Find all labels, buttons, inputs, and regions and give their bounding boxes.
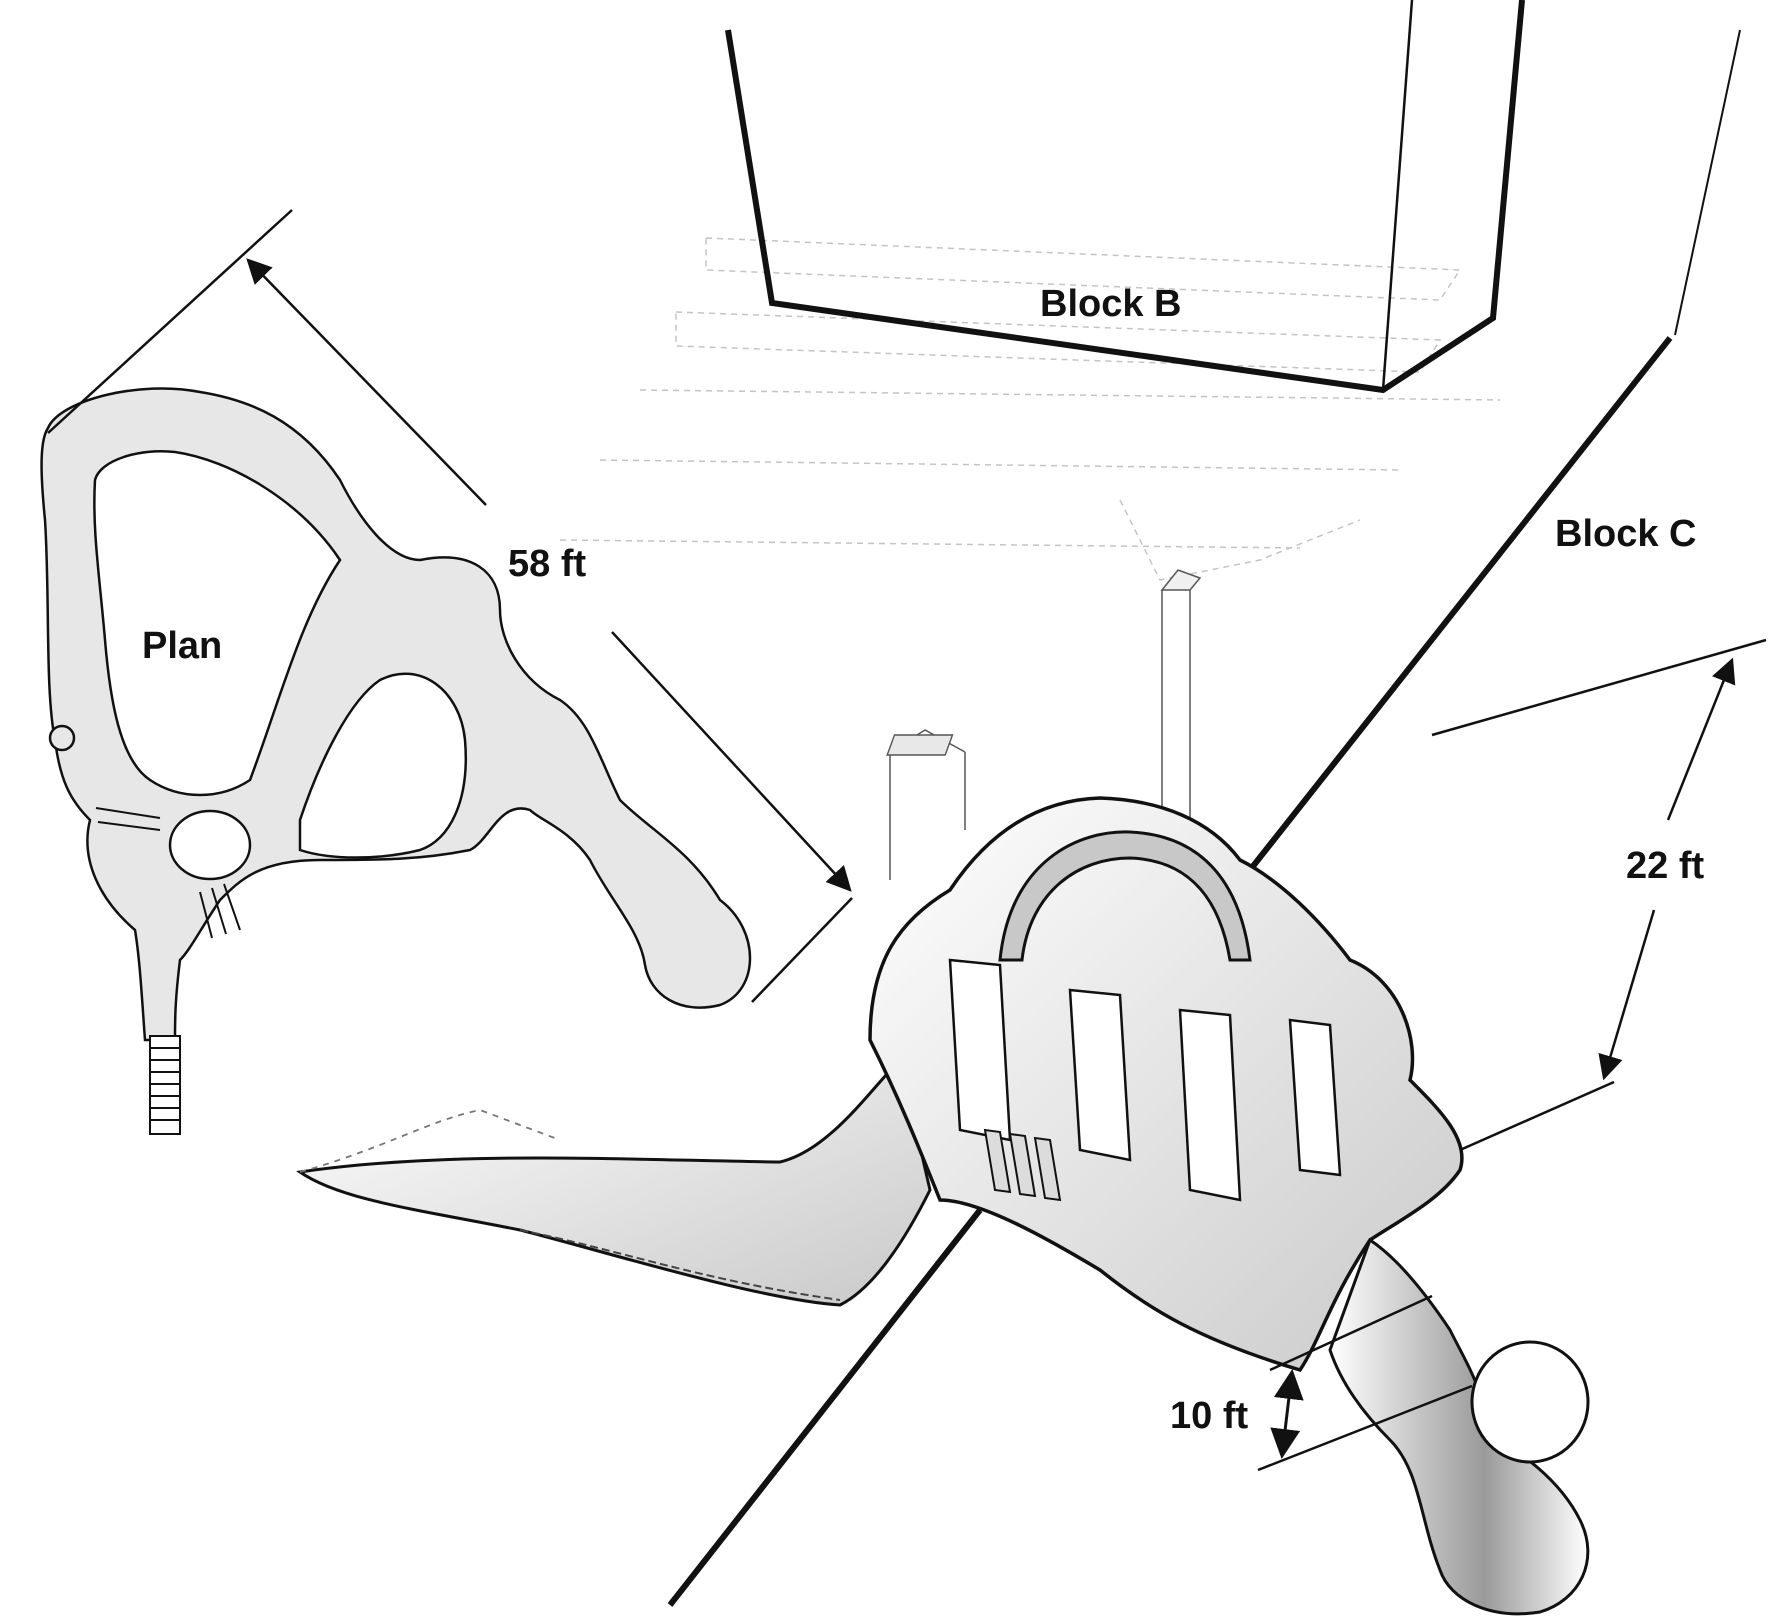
cave-cutaway [296,796,1590,1616]
block-c-edge [667,336,1673,1607]
cave-entrance-rope [519,1229,841,1301]
dimension-10ft [1257,1294,1473,1472]
cave-exit-tube [1328,1237,1590,1616]
ghost-foundations [559,237,1501,581]
block-b-building [725,0,1741,394]
label-block-b: Block B [1040,283,1181,325]
label-plan: Plan [142,625,222,667]
plan-steps [95,807,241,939]
label-22ft: 22 ft [1626,845,1704,887]
plan-inner-loop-1 [93,450,342,797]
dimension-22ft [1431,638,1767,1152]
cave-entrance-tunnel [296,1057,932,1307]
cave-arch [998,830,1252,962]
cave-steps [983,1128,1062,1202]
plan-stair-tail [149,1035,181,1135]
label-block-c: Block C [1555,513,1696,555]
dimension-58ft [47,209,853,1003]
cave-entrance-ghost [299,1109,561,1173]
cave-pillars [948,958,1342,1202]
plan-bump [48,724,76,752]
plan-view [40,387,752,1135]
cave-exit-mouth [1470,1340,1590,1464]
ghost-pillars [886,569,1202,880]
plan-chamber [168,809,252,881]
label-10ft: 10 ft [1170,1395,1248,1437]
label-58ft: 58 ft [508,543,586,585]
plan-inner-loop-2 [298,672,467,859]
